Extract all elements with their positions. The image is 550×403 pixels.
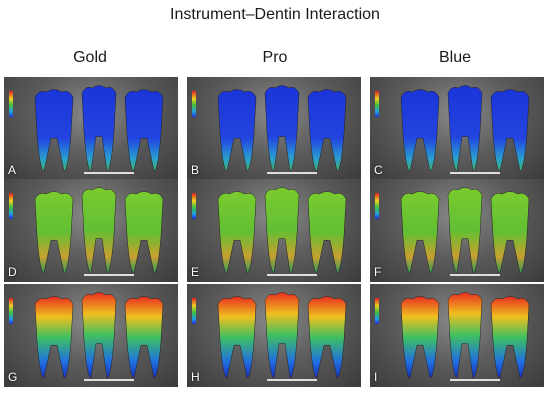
legend-color-bar (192, 193, 196, 219)
tooth-model (264, 85, 300, 172)
tooth-model (34, 296, 74, 379)
legend-color-bar (9, 91, 13, 117)
panel-c: C (370, 77, 544, 180)
panel-a: A (4, 77, 178, 180)
scale-bar (450, 274, 500, 276)
column-header-pro: Pro (262, 49, 288, 66)
tooth-model (307, 191, 347, 274)
panel-i: I (370, 284, 544, 387)
tooth-model (447, 292, 483, 379)
tooth-model (81, 187, 117, 274)
tooth-model (34, 191, 74, 274)
panel-label: H (191, 370, 200, 384)
legend-color-bar (375, 91, 379, 117)
panel-label: D (8, 265, 17, 279)
panel-h: H (187, 284, 361, 387)
legend-color-bar (375, 193, 379, 219)
tooth-model (217, 296, 257, 379)
panel-label: F (374, 265, 382, 279)
tooth-model (307, 296, 347, 379)
scale-bar (267, 172, 317, 174)
panel-label: I (374, 370, 378, 384)
legend-color-bar (192, 91, 196, 117)
panel-label: B (191, 163, 200, 177)
tooth-model (400, 89, 440, 172)
panel-label: E (191, 265, 200, 279)
panel-g: G (4, 284, 178, 387)
panel-f: F (370, 179, 544, 282)
scale-bar (450, 172, 500, 174)
panel-label: G (8, 370, 18, 384)
tooth-model (264, 187, 300, 274)
tooth-model (124, 191, 164, 274)
scale-bar (450, 379, 500, 381)
tooth-model (124, 296, 164, 379)
column-header-gold: Gold (73, 49, 107, 66)
tooth-model (490, 296, 530, 379)
tooth-model (400, 296, 440, 379)
tooth-model (81, 292, 117, 379)
tooth-model (447, 85, 483, 172)
legend-color-bar (192, 298, 196, 324)
column-header-blue: Blue (438, 49, 472, 66)
tooth-model (217, 191, 257, 274)
legend-color-bar (9, 193, 13, 219)
tooth-model (264, 292, 300, 379)
tooth-model (447, 187, 483, 274)
scale-bar (84, 379, 134, 381)
tooth-model (400, 191, 440, 274)
scale-bar (84, 274, 134, 276)
tooth-model (124, 89, 164, 172)
panel-b: B (187, 77, 361, 180)
tooth-model (217, 89, 257, 172)
panel-e: E (187, 179, 361, 282)
tooth-model (490, 191, 530, 274)
scale-bar (84, 172, 134, 174)
tooth-model (34, 89, 74, 172)
panel-label: C (374, 163, 383, 177)
panel-label: A (8, 163, 17, 177)
legend-color-bar (375, 298, 379, 324)
tooth-model (307, 89, 347, 172)
tooth-model (490, 89, 530, 172)
figure-title: Instrument–Dentin Interaction (170, 6, 380, 23)
legend-color-bar (9, 298, 13, 324)
scale-bar (267, 274, 317, 276)
panel-d: D (4, 179, 178, 282)
tooth-model (81, 85, 117, 172)
scale-bar (267, 379, 317, 381)
